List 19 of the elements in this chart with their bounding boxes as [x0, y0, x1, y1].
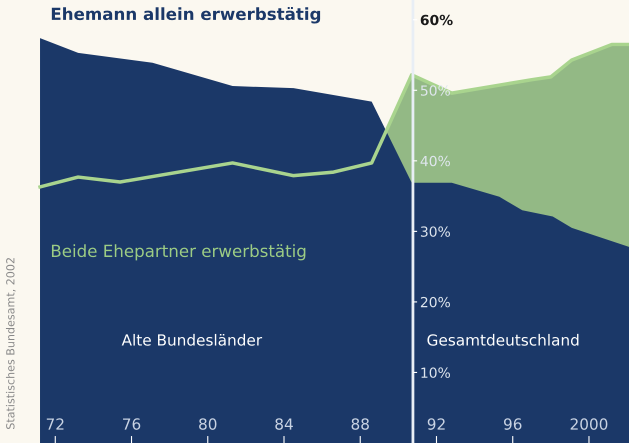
- annotation: Statistisches Bundesamt, 2002: [6, 258, 16, 429]
- x-tick-label: 80: [199, 418, 216, 430]
- x-tick-label: 92: [428, 418, 445, 430]
- annotation: Alte Bundesländer: [122, 334, 262, 346]
- x-tick-label: 88: [352, 418, 369, 430]
- x-tick-label: 84: [275, 418, 293, 430]
- y-tick-label: 40%: [420, 156, 450, 166]
- x-tick-label: 72: [46, 418, 64, 430]
- y-tick-label: 50%: [420, 85, 450, 96]
- series-label: Beide Ehepartner erwerbstätig: [52, 244, 306, 260]
- y-tick-label: 30%: [420, 226, 450, 237]
- x-tick-label: 96: [504, 418, 522, 430]
- x-tick-label: 76: [123, 418, 140, 430]
- x-tick-label: 2000: [570, 418, 608, 430]
- series-label: Ehemann allein erwerbstätig: [52, 7, 320, 24]
- annotation: Gesamtdeutschland: [427, 334, 578, 346]
- y-tick-label: 10%: [421, 367, 450, 378]
- y-tick-label: 20%: [420, 296, 450, 308]
- y-tick-label: 60%: [420, 14, 453, 26]
